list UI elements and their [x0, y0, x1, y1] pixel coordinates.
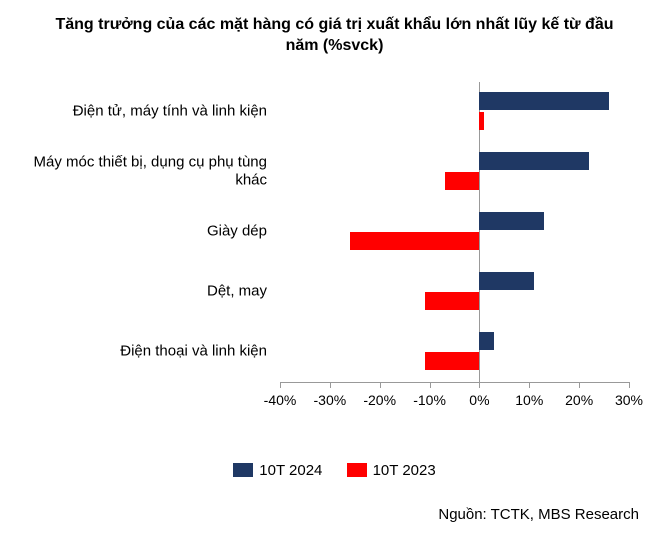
legend-label: 10T 2024: [259, 462, 322, 479]
bars-zone: [280, 142, 629, 202]
axis-tick-label: 20%: [565, 392, 593, 408]
category-label: Giày dép: [20, 222, 275, 241]
axis-tick: [629, 382, 630, 388]
axis-tick: [479, 382, 480, 388]
bar-series-1: [350, 232, 480, 250]
zero-line: [479, 202, 480, 262]
legend-item: 10T 2023: [347, 462, 436, 479]
zero-line: [479, 262, 480, 322]
axis-tick-label: -40%: [264, 392, 297, 408]
category-row: Máy móc thiết bị, dụng cụ phụ tùng khác: [20, 142, 649, 202]
legend-swatch: [233, 463, 253, 477]
chart-container: Tăng trưởng của các mặt hàng có giá trị …: [0, 0, 669, 534]
bars-zone: [280, 82, 629, 142]
legend-item: 10T 2024: [233, 462, 322, 479]
bars-zone: [280, 202, 629, 262]
axis-tick: [280, 382, 281, 388]
plot-area: Điện tử, máy tính và linh kiện Máy móc t…: [20, 82, 649, 412]
axis-tick: [579, 382, 580, 388]
axis-tick-label: -20%: [363, 392, 396, 408]
chart-title: Tăng trưởng của các mặt hàng có giá trị …: [20, 15, 649, 57]
legend: 10T 2024 10T 2023: [20, 462, 649, 482]
axis-tick-label: 10%: [515, 392, 543, 408]
bar-series-0: [479, 212, 544, 230]
bar-series-0: [479, 332, 494, 350]
bar-series-1: [425, 352, 480, 370]
axis-baseline: [280, 382, 629, 383]
zero-line: [479, 142, 480, 202]
bars-zone: [280, 262, 629, 322]
bar-series-1: [479, 112, 484, 130]
bar-series-1: [445, 172, 480, 190]
axis-tick: [529, 382, 530, 388]
bar-series-0: [479, 272, 534, 290]
legend-label: 10T 2023: [373, 462, 436, 479]
axis-tick-label: -10%: [413, 392, 446, 408]
bar-series-1: [425, 292, 480, 310]
category-label: Dệt, may: [20, 282, 275, 301]
category-label: Máy móc thiết bị, dụng cụ phụ tùng khác: [20, 153, 275, 191]
axis-tick: [430, 382, 431, 388]
bar-series-0: [479, 152, 589, 170]
category-label: Điện thoại và linh kiện: [20, 342, 275, 361]
source-text: Nguồn: TCTK, MBS Research: [20, 506, 649, 523]
axis-tick-label: 30%: [615, 392, 643, 408]
category-row: Dệt, may: [20, 262, 649, 322]
category-label: Điện tử, máy tính và linh kiện: [20, 102, 275, 121]
axis-tick-label: -30%: [314, 392, 347, 408]
category-row: Điện thoại và linh kiện: [20, 322, 649, 382]
axis-tick-label: 0%: [469, 392, 489, 408]
zero-line: [479, 322, 480, 382]
legend-swatch: [347, 463, 367, 477]
category-row: Điện tử, máy tính và linh kiện: [20, 82, 649, 142]
category-row: Giày dép: [20, 202, 649, 262]
axis-tick: [380, 382, 381, 388]
axis-tick: [330, 382, 331, 388]
bar-series-0: [479, 92, 609, 110]
bars-zone: [280, 322, 629, 382]
